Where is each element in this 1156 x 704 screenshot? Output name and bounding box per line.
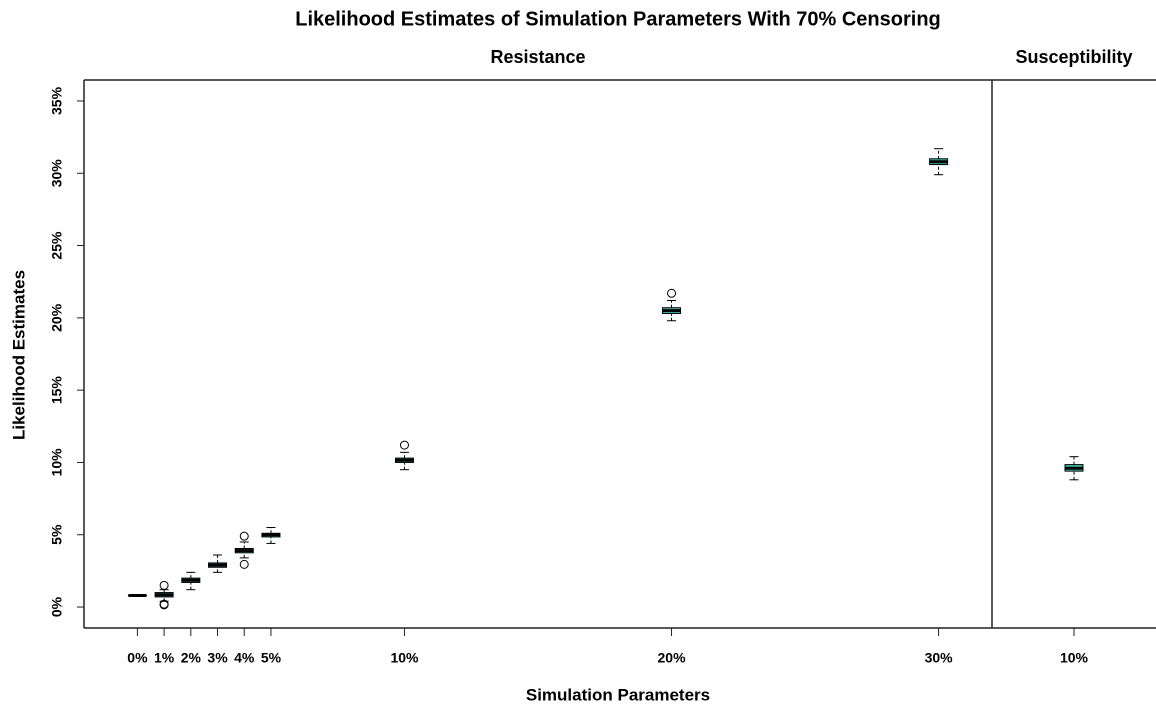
y-tick-label: 25% xyxy=(49,231,65,260)
x-tick-label: 20% xyxy=(658,650,687,666)
y-tick-label: 20% xyxy=(49,303,65,332)
panel-subtitle: Susceptibility xyxy=(1015,47,1132,67)
x-tick-label: 0% xyxy=(127,650,148,666)
x-tick-label: 30% xyxy=(925,650,954,666)
y-tick-label: 35% xyxy=(49,86,65,115)
x-tick-label: 4% xyxy=(234,650,255,666)
y-tick-label: 30% xyxy=(49,159,65,188)
outlier xyxy=(667,288,677,298)
x-tick-label: 3% xyxy=(207,650,228,666)
chart-title: Likelihood Estimates of Simulation Param… xyxy=(295,8,941,30)
x-tick-label: 1% xyxy=(154,650,175,666)
x-tick-label: 5% xyxy=(261,650,282,666)
outlier xyxy=(239,531,249,541)
y-tick-label: 5% xyxy=(49,524,65,545)
panel-subtitle: Resistance xyxy=(490,47,585,67)
outlier xyxy=(159,580,169,590)
outlier xyxy=(399,440,409,450)
y-tick-label: 15% xyxy=(49,376,65,405)
x-tick-label: 10% xyxy=(1060,650,1089,666)
x-axis-label: Simulation Parameters xyxy=(526,685,710,704)
outlier xyxy=(159,600,169,610)
y-tick-label: 0% xyxy=(49,596,65,617)
outlier xyxy=(239,559,249,569)
x-tick-label: 2% xyxy=(181,650,202,666)
y-tick-label: 10% xyxy=(49,448,65,477)
y-axis-label: Likelihood Estimates xyxy=(9,270,28,440)
x-tick-label: 10% xyxy=(390,650,419,666)
